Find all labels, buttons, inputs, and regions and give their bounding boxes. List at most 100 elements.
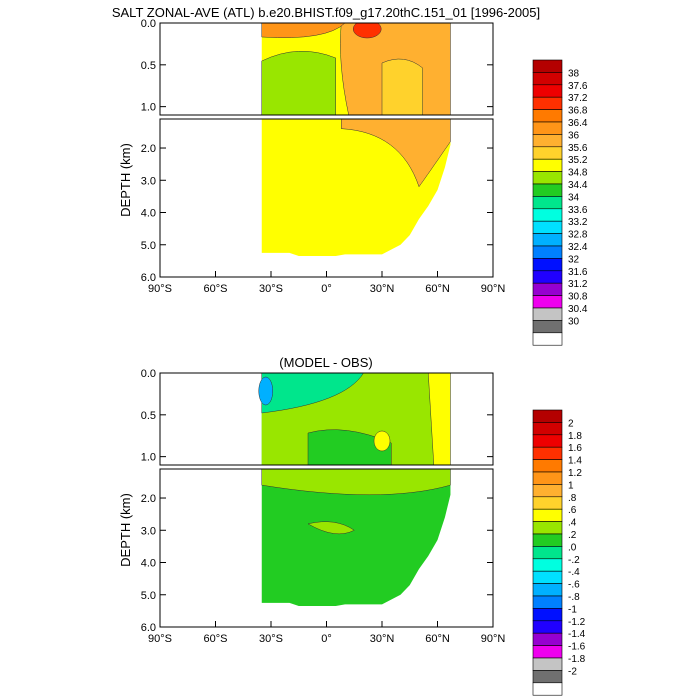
x-tick-label: 60°N xyxy=(425,283,450,295)
colorbar-box xyxy=(532,320,563,334)
colorbar-label: 36.4 xyxy=(568,118,588,129)
lower-field xyxy=(261,469,451,607)
colorbar-box xyxy=(532,670,563,684)
x-tick-label: 60°S xyxy=(204,283,228,295)
colorbar-label: -1.8 xyxy=(568,654,586,665)
colorbar-label: -.4 xyxy=(568,567,580,578)
subsurface-salty-bias xyxy=(373,430,391,452)
colorbar-label: 37.2 xyxy=(568,93,588,104)
x-tick-label: 0° xyxy=(321,283,332,295)
subsurface-negative xyxy=(307,429,392,465)
colorbar-box xyxy=(532,471,563,485)
salinity-panel: SALT ZONAL-AVE (ATL) b.e20.BHIST.f09_g17… xyxy=(112,5,588,346)
colorbar-label: -1 xyxy=(568,604,577,615)
colorbar-label: 1.2 xyxy=(568,468,582,479)
colorbar-box xyxy=(532,220,563,234)
colorbar-label: 32.4 xyxy=(568,242,588,253)
colorbar-label: 1 xyxy=(568,480,574,491)
y-tick-label: 6.0 xyxy=(141,622,156,634)
x-tick-label: 30°N xyxy=(370,283,395,295)
colorbar-label: -1.2 xyxy=(568,617,586,628)
y-tick-label: 1.0 xyxy=(141,102,156,114)
colorbar-label: -.6 xyxy=(568,580,580,591)
x-tick-label: 90°N xyxy=(481,633,506,645)
colorbar-box xyxy=(532,59,563,73)
colorbar-label: 35.6 xyxy=(568,143,588,154)
x-tick-label: 60°N xyxy=(425,633,450,645)
colorbar-label: 38 xyxy=(568,68,580,79)
x-tick-label: 30°S xyxy=(259,283,283,295)
deep-field xyxy=(261,469,451,607)
upper-field xyxy=(261,23,451,115)
colorbar-label: .2 xyxy=(568,530,577,541)
colorbar-box xyxy=(532,233,563,247)
surface-salinity-max xyxy=(352,23,382,39)
y-tick-label: 3.0 xyxy=(141,525,156,537)
colorbar-box xyxy=(532,258,563,272)
x-tick-label: 30°N xyxy=(370,633,395,645)
colorbar-label: 30 xyxy=(568,316,580,327)
deep-positive-bias xyxy=(261,469,451,496)
colorbar-box xyxy=(532,208,563,222)
colorbar-label: 34 xyxy=(568,192,580,203)
colorbar-label: 30.4 xyxy=(568,304,588,315)
colorbar-label: 2 xyxy=(568,418,574,429)
colorbar-box xyxy=(532,459,563,473)
colorbar-box xyxy=(532,657,563,671)
y-tick-label: 2.0 xyxy=(141,493,156,505)
colorbar-box xyxy=(532,521,563,535)
mid-depth-positive xyxy=(307,521,355,535)
y-tick-label: 5.0 xyxy=(141,240,156,252)
colorbar-label: -.2 xyxy=(568,555,580,566)
colorbar-box xyxy=(532,608,563,622)
colorbar-label: -1.6 xyxy=(568,642,586,653)
colorbar-label: 33.2 xyxy=(568,217,588,228)
colorbar-box xyxy=(532,533,563,547)
colorbar-box xyxy=(532,183,563,197)
y-tick-label: 0.5 xyxy=(141,410,156,422)
colorbar-label: 1.6 xyxy=(568,443,582,454)
difference-panel: (MODEL - OBS)0.00.51.02.03.04.05.06.090°… xyxy=(118,355,586,696)
southern-low-salinity xyxy=(261,50,336,115)
x-tick-label: 60°S xyxy=(204,633,228,645)
colorbar-box xyxy=(532,434,563,448)
colorbar-box xyxy=(532,496,563,510)
northern-salty-bias xyxy=(427,373,451,465)
colorbar-box xyxy=(532,583,563,597)
y-tick-label: 0.5 xyxy=(141,60,156,72)
colorbar-box xyxy=(532,570,563,584)
y-tick-label: 4.0 xyxy=(141,558,156,570)
upper-frame xyxy=(159,372,494,466)
colorbar-label: 31.6 xyxy=(568,267,588,278)
y-tick-label: 6.0 xyxy=(141,272,156,284)
y-tick-label: 0.0 xyxy=(141,368,156,380)
colorbar-label: .4 xyxy=(568,518,577,529)
x-tick-label: 0° xyxy=(321,633,332,645)
y-tick-label: 0.0 xyxy=(141,18,156,30)
colorbar-box xyxy=(532,409,563,423)
colorbar-box xyxy=(532,558,563,572)
colorbar-box xyxy=(532,134,563,148)
colorbar-box xyxy=(532,682,563,696)
y-axis-label: DEPTH (km) xyxy=(118,493,133,567)
colorbar-label: 1.4 xyxy=(568,456,582,467)
colorbar-box xyxy=(532,146,563,160)
colorbar-box xyxy=(532,620,563,634)
surface-fresh-bias xyxy=(261,373,364,414)
colorbar-box xyxy=(532,295,563,309)
colorbar-box xyxy=(532,109,563,123)
upper-frame xyxy=(159,22,494,116)
colorbar-label: 35.2 xyxy=(568,155,588,166)
colorbar-label: -.8 xyxy=(568,592,580,603)
upper-field xyxy=(258,373,451,465)
colorbar-box xyxy=(532,645,563,659)
lower-field xyxy=(261,119,451,257)
colorbar-label: 34.4 xyxy=(568,180,588,191)
colorbar-box xyxy=(532,245,563,259)
colorbar-box xyxy=(532,595,563,609)
colorbar-box xyxy=(532,270,563,284)
colorbar-label: .0 xyxy=(568,542,577,553)
colorbar-label: 31.2 xyxy=(568,279,588,290)
x-tick-label: 30°S xyxy=(259,633,283,645)
